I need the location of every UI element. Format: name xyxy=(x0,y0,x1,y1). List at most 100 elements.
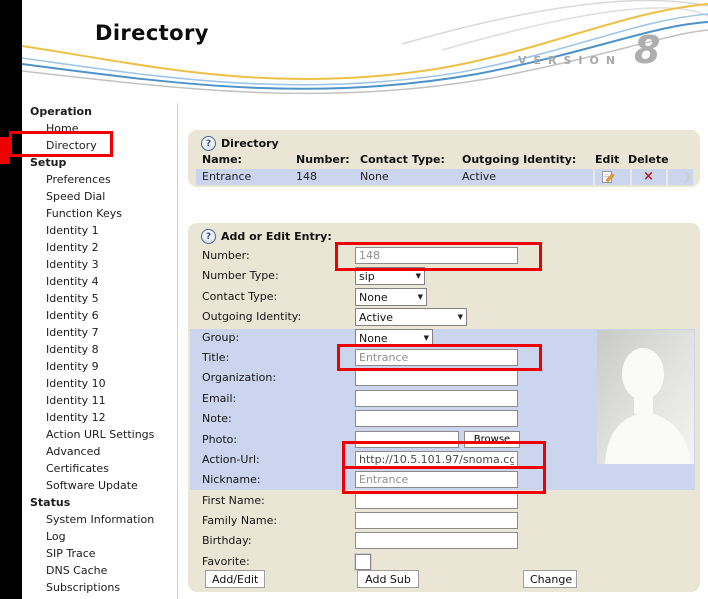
sidebar-item-identity-9[interactable]: Identity 9 xyxy=(46,360,99,373)
family-name-field[interactable] xyxy=(355,512,518,529)
group-label: Group: xyxy=(202,331,240,344)
col-name: Name: xyxy=(202,153,242,166)
browse-button[interactable]: Browse xyxy=(464,431,520,448)
row-contact-type: None xyxy=(360,170,389,183)
dial-icon[interactable] xyxy=(678,171,691,186)
sidebar-item-identity-11[interactable]: Identity 11 xyxy=(46,394,106,407)
sidebar-item-subscriptions[interactable]: Subscriptions xyxy=(46,581,121,594)
sidebar-nav: Operation Home Directory Setup Preferenc… xyxy=(22,103,174,596)
photo-placeholder xyxy=(597,330,694,464)
add-edit-panel: ? Add or Edit Entry: Number: Number Type… xyxy=(188,223,700,592)
contact-type-select[interactable]: None ▼ xyxy=(355,288,427,306)
sidebar-item-identity-10[interactable]: Identity 10 xyxy=(46,377,106,390)
table-row: Entrance 148 None Active × xyxy=(196,169,693,185)
outgoing-identity-select[interactable]: Active ▼ xyxy=(355,308,467,326)
number-type-label: Number Type: xyxy=(202,269,279,282)
add-edit-title: Add or Edit Entry: xyxy=(221,230,332,243)
sidebar-item-identity-4[interactable]: Identity 4 xyxy=(46,275,99,288)
sidebar-item-software-update[interactable]: Software Update xyxy=(46,479,138,492)
sidebar-item-sip-trace[interactable]: SIP Trace xyxy=(46,547,96,560)
number-type-select[interactable]: sip ▼ xyxy=(355,267,425,285)
col-contact-type: Contact Type: xyxy=(360,153,445,166)
birthday-field[interactable] xyxy=(355,532,518,549)
col-outgoing-identity: Outgoing Identity: xyxy=(462,153,577,166)
chevron-down-icon: ▼ xyxy=(457,313,463,321)
delete-icon[interactable]: × xyxy=(643,169,654,184)
sidebar-item-identity-1[interactable]: Identity 1 xyxy=(46,224,99,237)
sidebar-item-identity-12[interactable]: Identity 12 xyxy=(46,411,106,424)
col-delete: Delete xyxy=(628,153,669,166)
nickname-label: Nickname: xyxy=(202,473,261,486)
sidebar-section-status: Status xyxy=(30,496,71,509)
row-name: Entrance xyxy=(202,170,252,183)
sidebar-section-setup: Setup xyxy=(30,156,67,169)
row-outgoing-identity: Active xyxy=(462,170,497,183)
directory-panel: ? Directory Name: Number: Contact Type: … xyxy=(188,130,700,187)
sidebar-item-system-information[interactable]: System Information xyxy=(46,513,155,526)
favorite-label: Favorite: xyxy=(202,555,250,568)
group-select[interactable]: None ▼ xyxy=(355,329,433,347)
change-button[interactable]: Change xyxy=(523,570,577,588)
sidebar-item-identity-3[interactable]: Identity 3 xyxy=(46,258,99,271)
silhouette-head xyxy=(622,348,664,400)
photo-label: Photo: xyxy=(202,433,238,446)
sidebar-item-directory[interactable]: Directory xyxy=(46,139,97,152)
sidebar-item-dns-cache[interactable]: DNS Cache xyxy=(46,564,108,577)
chevron-down-icon: ▼ xyxy=(415,272,421,280)
add-sub-button[interactable]: Add Sub xyxy=(357,570,419,588)
sidebar-item-identity-5[interactable]: Identity 5 xyxy=(46,292,99,305)
col-edit: Edit xyxy=(595,153,620,166)
version-label: VERSION xyxy=(518,54,623,67)
organization-label: Organization: xyxy=(202,371,277,384)
sidebar-item-log[interactable]: Log xyxy=(46,530,66,543)
sidebar-item-advanced[interactable]: Advanced xyxy=(46,445,101,458)
title-field[interactable] xyxy=(355,349,518,366)
chevron-down-icon: ▼ xyxy=(417,293,423,301)
number-label: Number: xyxy=(202,249,250,262)
silhouette-shoulders xyxy=(605,413,691,464)
action-url-label: Action-Url: xyxy=(202,453,260,466)
note-label: Note: xyxy=(202,412,232,425)
sidebar-item-identity-7[interactable]: Identity 7 xyxy=(46,326,99,339)
first-name-field[interactable] xyxy=(355,492,518,509)
sidebar-item-identity-6[interactable]: Identity 6 xyxy=(46,309,99,322)
sidebar-item-speed-dial[interactable]: Speed Dial xyxy=(46,190,106,203)
sidebar-item-action-url-settings[interactable]: Action URL Settings xyxy=(46,428,155,441)
organization-field[interactable] xyxy=(355,369,518,386)
family-name-label: Family Name: xyxy=(202,514,278,527)
photo-field[interactable] xyxy=(355,431,459,448)
contact-type-label: Contact Type: xyxy=(202,290,278,303)
help-icon[interactable]: ? xyxy=(201,229,216,244)
decorative-waves xyxy=(22,0,708,95)
sidebar-item-preferences[interactable]: Preferences xyxy=(46,173,111,186)
left-edge-bar xyxy=(0,0,22,599)
nickname-field[interactable] xyxy=(355,471,518,488)
sidebar-section-operation: Operation xyxy=(30,105,92,118)
directory-panel-title: Directory xyxy=(221,137,279,150)
edit-icon[interactable] xyxy=(601,170,615,187)
cell-divider xyxy=(630,169,632,185)
sidebar-item-home[interactable]: Home xyxy=(46,122,79,135)
email-label: Email: xyxy=(202,392,237,405)
first-name-label: First Name: xyxy=(202,494,265,507)
help-icon[interactable]: ? xyxy=(201,136,216,151)
favorite-checkbox[interactable] xyxy=(355,554,371,570)
number-field[interactable] xyxy=(355,247,518,264)
email-field[interactable] xyxy=(355,390,518,407)
sidebar-item-certificates[interactable]: Certificates xyxy=(46,462,109,475)
sidebar-item-identity-8[interactable]: Identity 8 xyxy=(46,343,99,356)
title-label: Title: xyxy=(202,351,230,364)
outgoing-identity-label: Outgoing Identity: xyxy=(202,310,302,323)
sidebar-divider xyxy=(177,103,178,599)
action-url-field[interactable] xyxy=(355,451,518,468)
page-header: Directory VERSION 8 xyxy=(22,0,708,105)
sidebar-item-identity-2[interactable]: Identity 2 xyxy=(46,241,99,254)
add-edit-button[interactable]: Add/Edit xyxy=(205,570,265,588)
col-number: Number: xyxy=(296,153,350,166)
chevron-down-icon: ▼ xyxy=(423,334,429,342)
note-field[interactable] xyxy=(355,410,518,427)
row-number: 148 xyxy=(296,170,317,183)
sidebar-item-function-keys[interactable]: Function Keys xyxy=(46,207,122,220)
cell-divider xyxy=(593,169,595,185)
page-title: Directory xyxy=(95,21,209,45)
